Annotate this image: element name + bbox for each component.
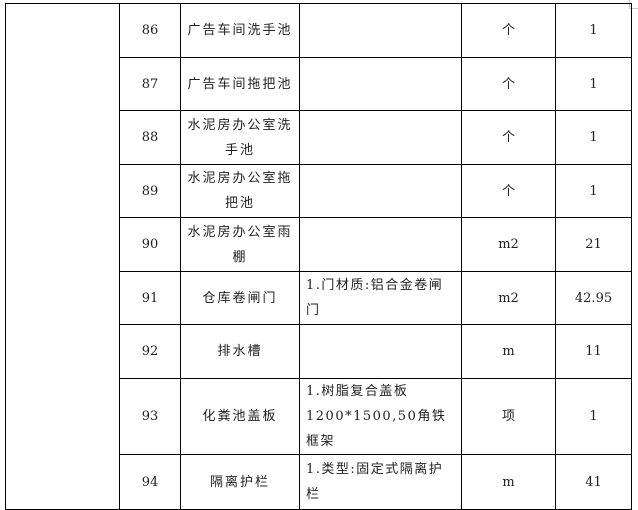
item-spec: 1.门材质:铝合金卷闸门	[299, 271, 462, 325]
item-unit: 个	[461, 3, 556, 58]
table-row: 93 化粪池盖板 1.树脂复合盖板1200*1500,50角铁框架项 1	[6, 378, 632, 455]
item-unit: m2	[461, 217, 556, 272]
item-number: 92	[119, 324, 181, 379]
item-unit: m	[461, 324, 556, 379]
item-spec	[299, 164, 462, 218]
item-name: 水泥房办公室洗手池	[180, 110, 300, 165]
item-unit: 个	[461, 164, 556, 218]
table-row: 88 水泥房办公室洗手池 个 1	[6, 110, 632, 165]
item-quantity: 41	[555, 454, 632, 510]
item-number: 93	[119, 378, 181, 455]
table-row: 89 水泥房办公室拖把池 个 1	[6, 164, 632, 218]
item-quantity: 1	[555, 57, 632, 111]
item-number: 89	[119, 164, 181, 218]
item-spec	[299, 57, 462, 111]
item-spec	[299, 110, 462, 165]
item-quantity: 1	[555, 110, 632, 165]
item-name: 广告车间洗手池	[180, 3, 300, 58]
table-row: 91 仓库卷闸门 1.门材质:铝合金卷闸门 m2 42.95	[6, 271, 632, 325]
item-quantity: 11	[555, 324, 632, 379]
item-spec: 1.类型:固定式隔离护栏	[299, 454, 462, 510]
item-spec	[299, 324, 462, 379]
item-number: 88	[119, 110, 181, 165]
item-number: 86	[119, 3, 181, 58]
merged-category-cell	[5, 3, 120, 510]
item-spec	[299, 3, 462, 58]
item-unit: 项	[461, 378, 556, 455]
item-name: 广告车间拖把池	[180, 57, 300, 111]
item-name: 仓库卷闸门	[180, 271, 300, 325]
table-row: 94 隔离护栏 1.类型:固定式隔离护栏 m 41	[6, 454, 632, 510]
bill-of-quantities-table: 86 广告车间洗手池个 1 87 广告车间拖把池个 1 88 水泥房办公室洗手池个 1 89 水泥房…	[5, 3, 632, 510]
item-number: 87	[119, 57, 181, 111]
item-unit: 个	[461, 57, 556, 111]
item-name: 水泥房办公室拖把池	[180, 164, 300, 218]
item-unit: m2	[461, 271, 556, 325]
item-unit: m	[461, 454, 556, 510]
table-row: 86 广告车间洗手池个 1	[5, 3, 632, 510]
item-name: 隔离护栏	[180, 454, 300, 510]
table-row: 92 排水槽 m 11	[6, 324, 632, 379]
item-number: 91	[119, 271, 181, 325]
item-quantity: 42.95	[555, 271, 632, 325]
item-name: 水泥房办公室雨棚	[180, 217, 300, 272]
item-name: 排水槽	[180, 324, 300, 379]
item-spec: 1.树脂复合盖板1200*1500,50角铁框架	[299, 378, 462, 455]
item-quantity: 1	[555, 164, 632, 218]
item-unit: 个	[461, 110, 556, 165]
item-name: 化粪池盖板	[180, 378, 300, 455]
item-quantity: 1	[555, 378, 632, 455]
item-spec	[299, 217, 462, 272]
item-quantity: 1	[555, 3, 632, 58]
item-quantity: 21	[555, 217, 632, 272]
item-number: 90	[119, 217, 181, 272]
table-row: 90 水泥房办公室雨棚 m2 21	[6, 217, 632, 272]
item-number: 94	[119, 454, 181, 510]
